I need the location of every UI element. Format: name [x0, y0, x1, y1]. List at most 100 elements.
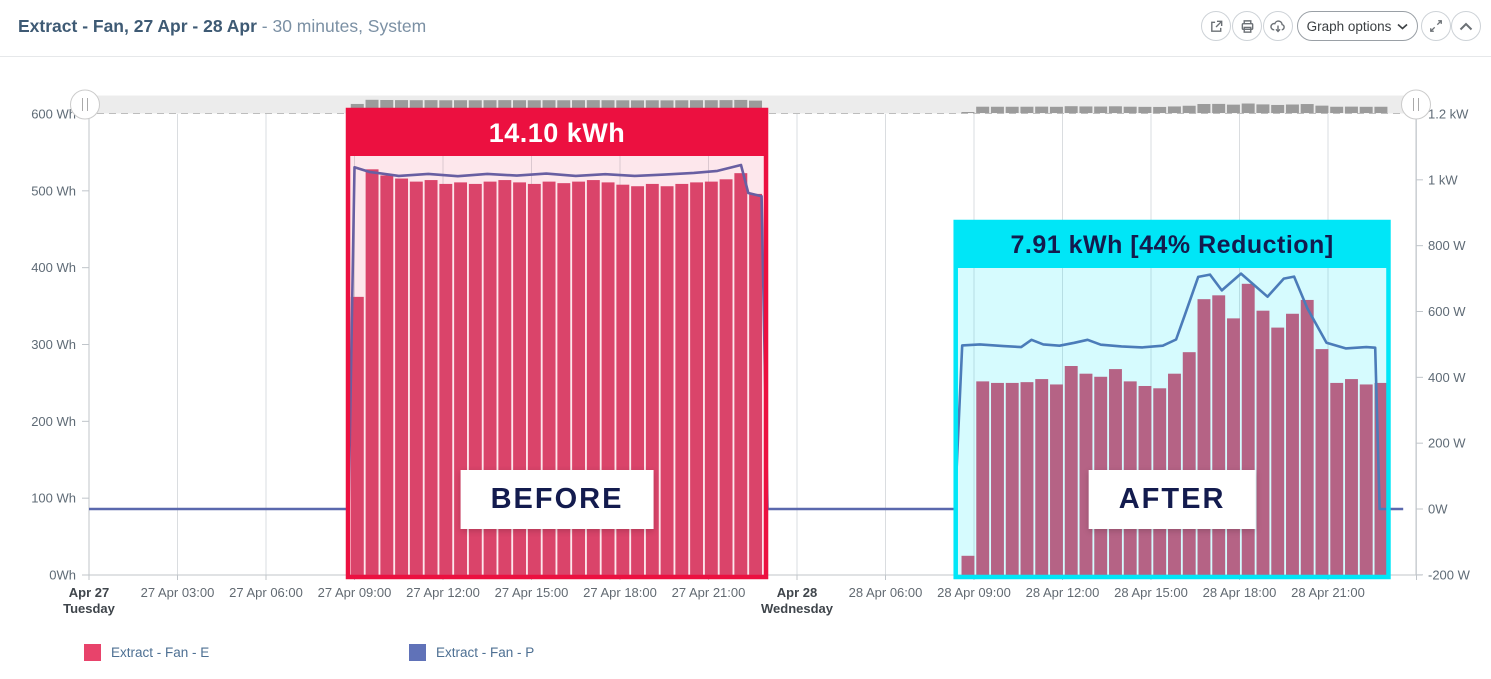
energy-bar[interactable] [1256, 310, 1270, 575]
before-label: BEFORE [460, 470, 654, 529]
navigator-mini-bar [1005, 106, 1019, 113]
navigator-mini-bar [1300, 104, 1314, 113]
axis-label: 27 Apr 03:00 [141, 585, 215, 600]
energy-bar[interactable] [1359, 384, 1373, 575]
navigator-mini-bar [1226, 104, 1240, 113]
energy-bar[interactable] [1005, 382, 1019, 575]
axis-label: 27 Apr 18:00 [583, 585, 657, 600]
axis-label: 27 Apr 15:00 [495, 585, 569, 600]
graph-options-label: Graph options [1306, 18, 1392, 34]
navigator-mini-bar [1123, 106, 1137, 113]
graph-options-button[interactable]: Graph options [1297, 11, 1418, 41]
axis-label: 28 Apr 06:00 [849, 585, 923, 600]
axis-label: 200 Wh [31, 414, 76, 429]
graph-subtitle: - 30 minutes, System [256, 16, 427, 36]
navigator-mini-bar [976, 106, 990, 113]
energy-bar[interactable] [1315, 349, 1329, 575]
expand-arrows-icon [1430, 20, 1442, 32]
axis-label: 200 W [1428, 436, 1466, 451]
energy-bar[interactable] [1286, 313, 1299, 575]
navigator-mini-bar [1153, 106, 1167, 113]
after-kwh-value: 7.91 kWh [44% Reduction] [1010, 230, 1334, 259]
axis-label: 27 Apr 09:00 [318, 585, 392, 600]
axis-label: 100 Wh [31, 491, 76, 506]
navigator-mini-bar [1344, 106, 1358, 113]
print-icon [1241, 19, 1253, 33]
navigator[interactable] [70, 89, 1431, 120]
axis-label: Apr 27 [69, 585, 109, 600]
chevron-up-icon [1459, 22, 1473, 30]
navigator-mini-bar [1212, 103, 1226, 113]
axis-label: 28 Apr 21:00 [1291, 585, 1365, 600]
energy-bar[interactable] [749, 193, 763, 575]
energy-bar[interactable] [1300, 299, 1314, 575]
legend-item-power[interactable]: Extract - Fan - P [409, 644, 534, 661]
energy-bar[interactable] [1035, 379, 1049, 575]
print-button[interactable] [1232, 11, 1262, 41]
navigator-mini-bar [1374, 106, 1388, 113]
energy-bar[interactable] [719, 179, 733, 575]
energy-series-label: Extract - Fan - E [111, 645, 210, 660]
energy-bar[interactable] [675, 183, 689, 575]
energy-bar[interactable] [380, 175, 394, 575]
navigator-mini-bar [1049, 106, 1063, 113]
navigator-mini-bar [1035, 106, 1049, 113]
axis-label: 27 Apr 21:00 [672, 585, 746, 600]
energy-bar[interactable] [395, 178, 409, 576]
energy-bar[interactable] [991, 382, 1004, 575]
energy-bar[interactable] [365, 169, 379, 575]
navigator-mini-bar [1020, 106, 1034, 113]
energy-bar[interactable] [734, 173, 748, 575]
page-title: Extract - Fan, 27 Apr - 28 Apr - 30 minu… [18, 16, 426, 37]
axis-label: 0Wh [49, 568, 76, 583]
navigator-handle-right[interactable] [1401, 89, 1431, 120]
energy-bar[interactable] [1330, 382, 1344, 575]
energy-bar[interactable] [439, 183, 453, 575]
axis-label: 28 Apr 12:00 [1026, 585, 1100, 600]
graph-title: Extract - Fan, 27 Apr - 28 Apr [18, 16, 257, 36]
energy-bar[interactable] [350, 296, 364, 575]
cloud-download-icon [1270, 19, 1285, 32]
energy-bar[interactable] [1345, 379, 1358, 575]
navigator-mini-bar [1359, 106, 1373, 113]
energy-bar[interactable] [690, 182, 704, 576]
navigator-handle-left[interactable] [70, 89, 100, 120]
axis-label: 27 Apr 12:00 [406, 585, 480, 600]
energy-bar[interactable] [1064, 366, 1078, 575]
legend-item-energy[interactable]: Extract - Fan - E [84, 644, 209, 661]
external-link-button[interactable] [1201, 11, 1231, 41]
power-line[interactable] [89, 163, 1404, 511]
axis-label: 0W [1428, 502, 1448, 517]
energy-bar[interactable] [976, 381, 990, 575]
energy-bar[interactable] [660, 186, 674, 575]
y-axis-labels: 600 Wh 500 Wh 400 Wh 300 Wh 200 Wh 100 Wh 0Wh 1… [31, 107, 1470, 583]
navigator-mini-bar [1182, 105, 1196, 113]
axis-label: 28 Apr 15:00 [1114, 585, 1188, 600]
energy-bar[interactable] [1020, 382, 1034, 575]
axis-label: 1.2 kW [1428, 107, 1469, 122]
navigator-mini-bar [990, 106, 1004, 113]
cloud-download-button[interactable] [1263, 11, 1293, 41]
chevron-down-icon [1397, 23, 1408, 30]
energy-series-swatch [84, 644, 101, 661]
energy-bar[interactable] [424, 180, 438, 575]
collapse-button[interactable] [1451, 11, 1481, 41]
axis-label: -200 W [1428, 567, 1471, 582]
axis-label: 600 W [1428, 304, 1466, 319]
energy-bar[interactable] [409, 181, 423, 575]
navigator-mini-bar [1256, 104, 1270, 113]
navigator-mini-bar [1079, 106, 1093, 113]
navigator-mini-bar [1167, 106, 1181, 113]
expand-button[interactable] [1421, 11, 1451, 41]
axis-label: Wednesday [761, 601, 834, 616]
after-kwh-banner: 7.91 kWh [44% Reduction] [955, 222, 1389, 268]
energy-bar[interactable] [704, 181, 718, 575]
energy-bar[interactable] [961, 555, 975, 575]
axis-label: Apr 28 [777, 585, 817, 600]
panel-header: Extract - Fan, 27 Apr - 28 Apr - 30 minu… [0, 0, 1491, 57]
energy-bar[interactable] [1050, 384, 1063, 575]
energy-bar[interactable] [1271, 327, 1285, 575]
navigator-mini-bar [1315, 105, 1329, 113]
